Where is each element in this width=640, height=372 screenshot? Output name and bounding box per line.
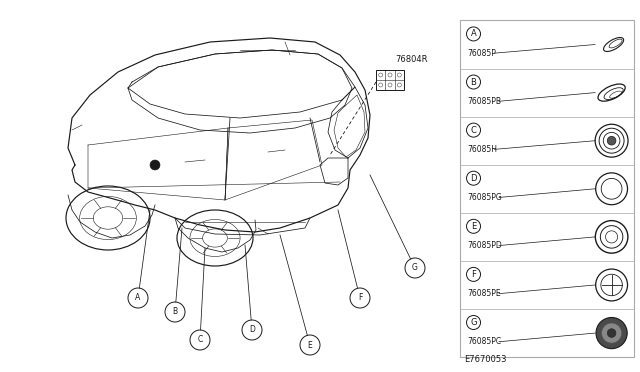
Circle shape xyxy=(607,137,616,145)
Bar xyxy=(376,70,404,90)
Text: 76085P: 76085P xyxy=(467,49,497,58)
Circle shape xyxy=(607,329,616,337)
Text: C: C xyxy=(197,336,203,344)
Text: B: B xyxy=(172,308,177,317)
Circle shape xyxy=(602,323,621,343)
Circle shape xyxy=(596,317,627,349)
Text: B: B xyxy=(470,77,476,87)
Bar xyxy=(460,20,634,357)
Text: A: A xyxy=(470,29,476,38)
Text: 76085PG: 76085PG xyxy=(467,193,502,202)
Text: 76804R: 76804R xyxy=(395,55,428,64)
Text: E: E xyxy=(308,340,312,350)
Text: C: C xyxy=(470,126,476,135)
Text: 76085PB: 76085PB xyxy=(467,97,502,106)
Text: E: E xyxy=(471,222,476,231)
Text: G: G xyxy=(470,318,477,327)
Text: F: F xyxy=(358,294,362,302)
Text: G: G xyxy=(412,263,418,273)
Text: D: D xyxy=(249,326,255,334)
Text: E7670053: E7670053 xyxy=(465,355,507,364)
Text: 76085PC: 76085PC xyxy=(467,337,502,346)
Text: F: F xyxy=(471,270,476,279)
Text: A: A xyxy=(136,294,141,302)
Text: D: D xyxy=(470,174,477,183)
Text: 76085PD: 76085PD xyxy=(467,241,502,250)
Text: 76085H: 76085H xyxy=(467,145,497,154)
Text: 76085PE: 76085PE xyxy=(467,289,501,298)
Circle shape xyxy=(150,160,160,170)
